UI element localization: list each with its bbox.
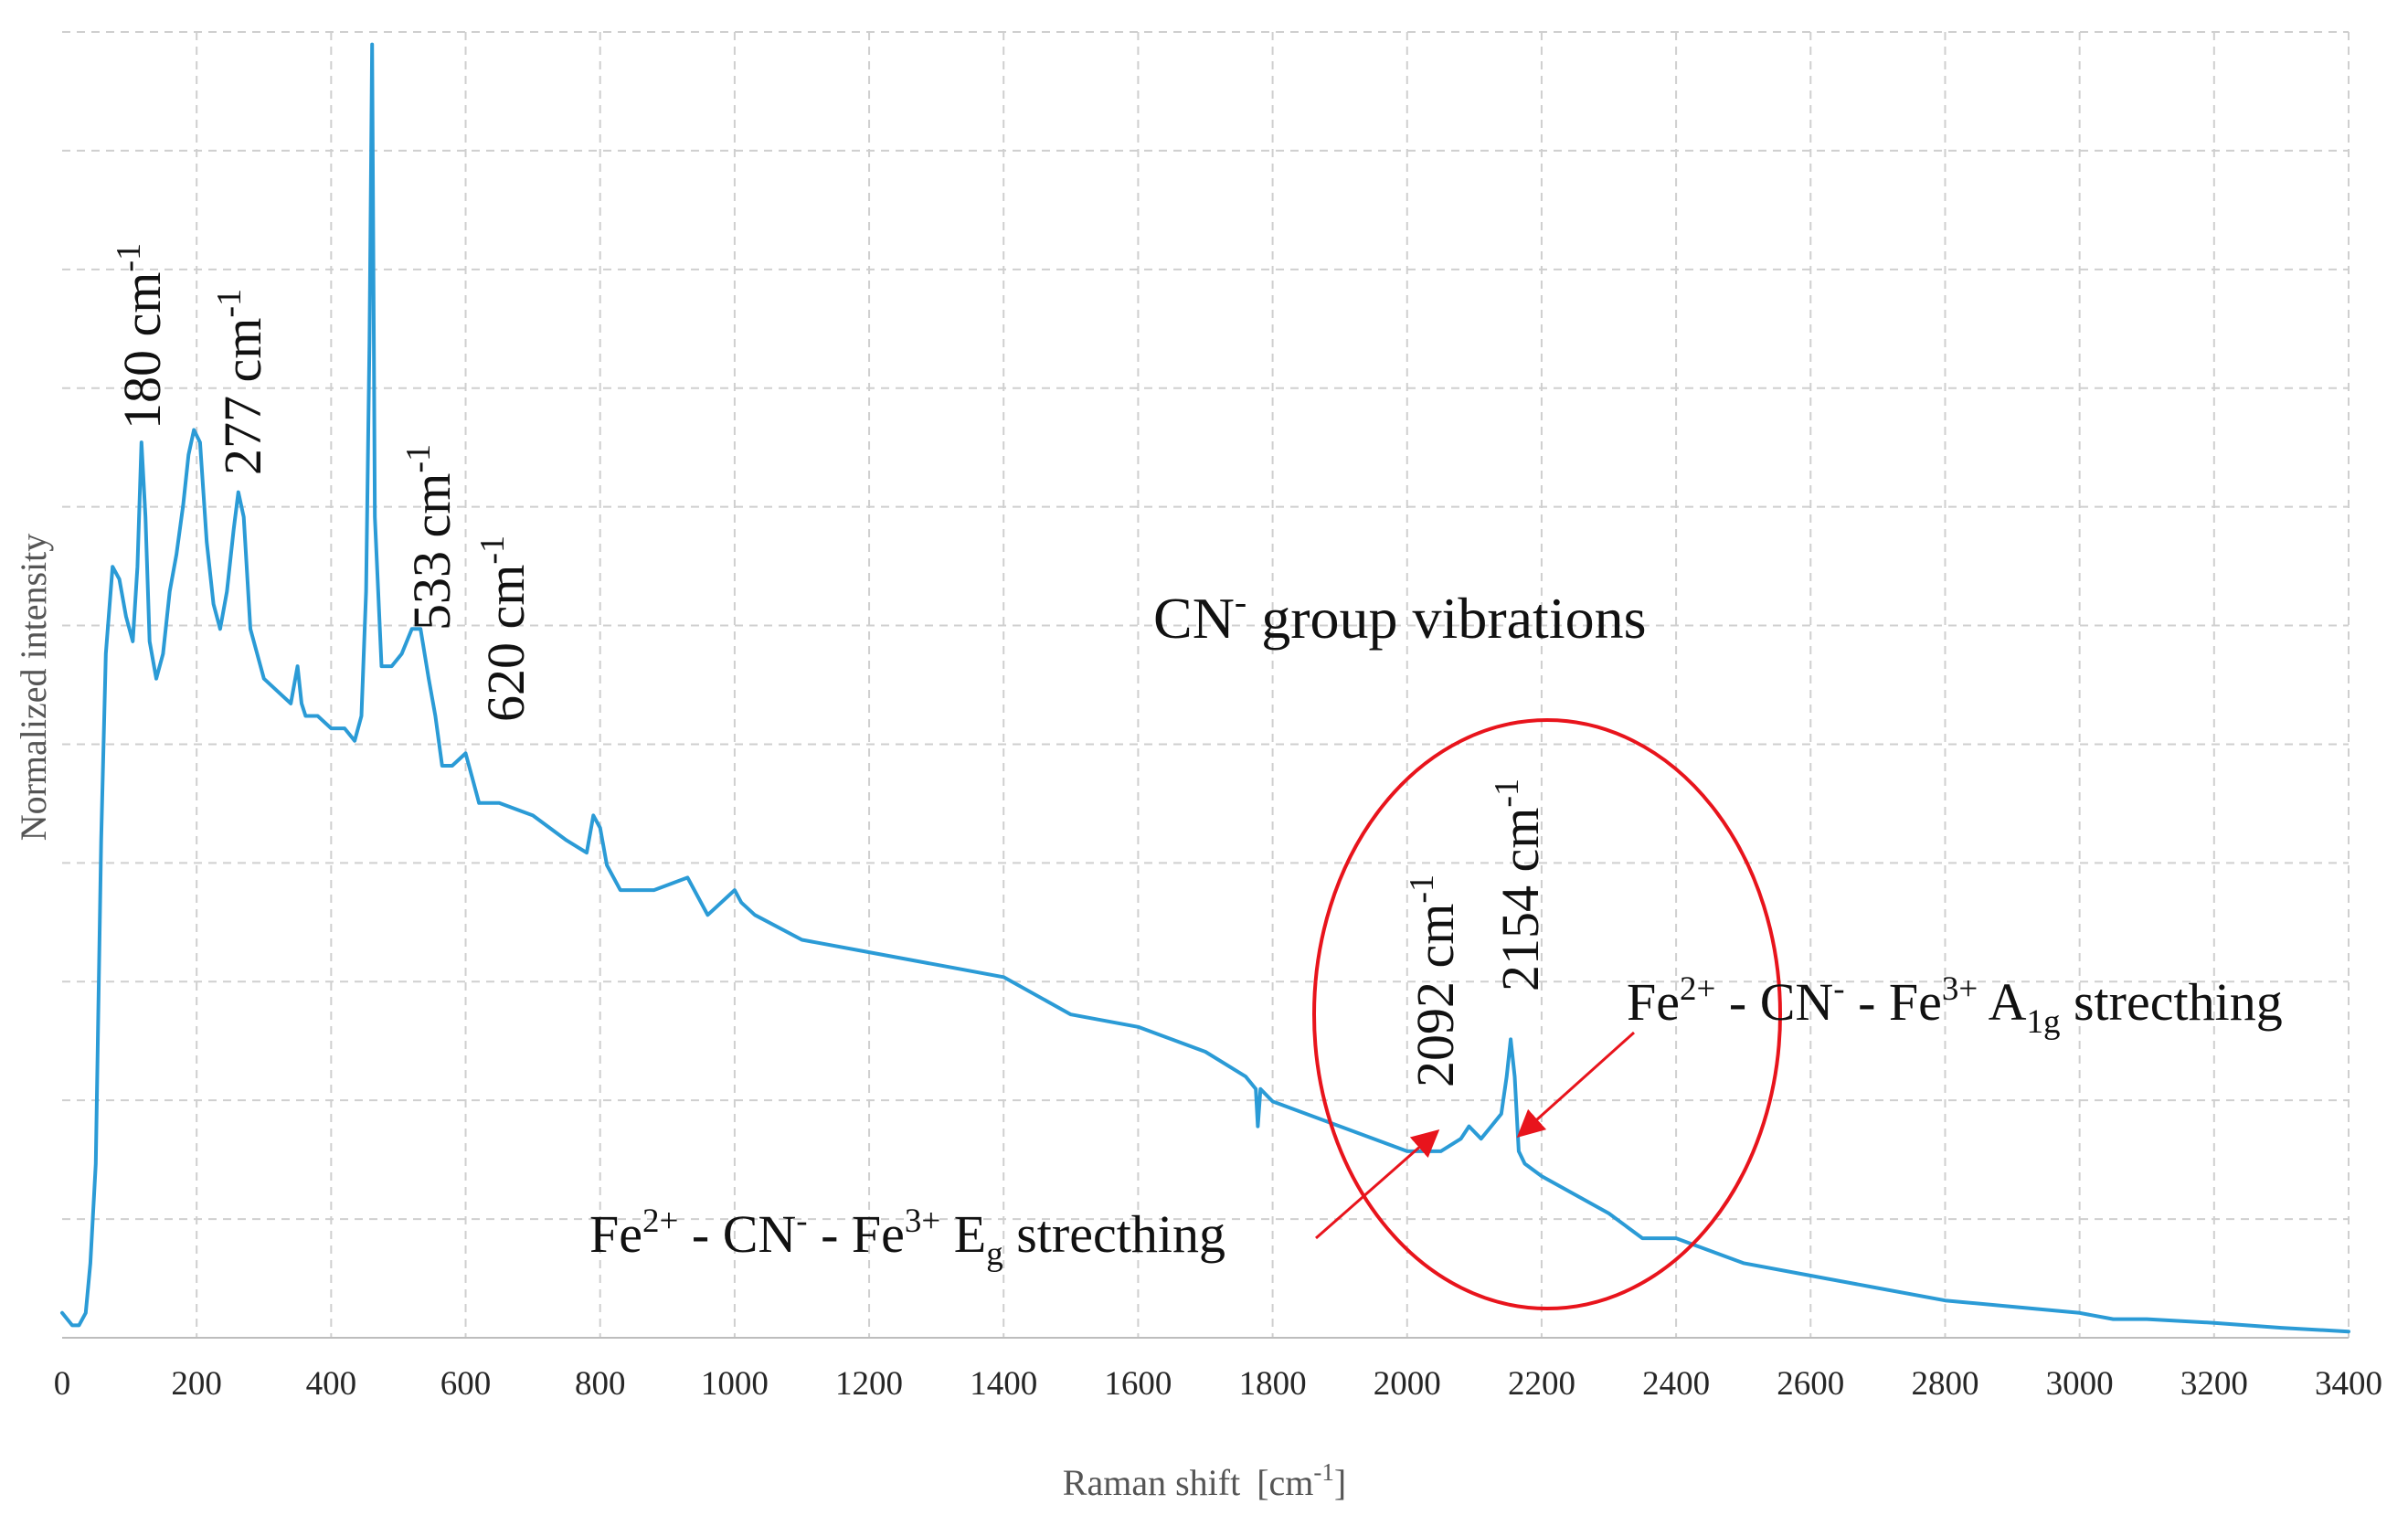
x-tick-label: 2000: [1374, 1365, 1441, 1403]
x-tick-label: 3200: [2180, 1365, 2248, 1403]
x-tick-label: 1400: [970, 1365, 1037, 1403]
grid: [62, 31, 2350, 1338]
eg-annotation: Fe2+ - CN- - Fe3+ Eg strecthing: [589, 1203, 1225, 1273]
eg-arrow: [1315, 1129, 1440, 1240]
x-tick-label: 2200: [1508, 1365, 1575, 1403]
x-tick-label: 600: [440, 1365, 492, 1403]
x-tick-label: 0: [54, 1365, 71, 1403]
x-tick-label: 1600: [1104, 1365, 1172, 1403]
x-tick-label: 2400: [1642, 1365, 1710, 1403]
x-axis-title: Raman shift [cm-1]: [1063, 1458, 1346, 1503]
a1g-annotation: Fe2+ - CN- - Fe3+ A1g strecthing: [1627, 970, 2283, 1041]
x-tick-label: 800: [575, 1365, 626, 1403]
x-tick-labels: 0 200 400 600 800 1000 1200 1400 1600 1800 2000 220…: [54, 1365, 2382, 1403]
x-tick-label: 1800: [1239, 1365, 1307, 1403]
x-tick-label: 400: [306, 1365, 357, 1403]
x-tick-label: 2800: [1911, 1365, 1978, 1403]
y-axis-title: Normalized intensity: [13, 534, 54, 842]
x-tick-label: 2600: [1777, 1365, 1844, 1403]
x-tick-label: 1000: [701, 1365, 769, 1403]
peak-label-277: 277 cm-1: [210, 289, 272, 475]
peak-label-533: 533 cm-1: [399, 444, 461, 631]
peak-label-620: 620 cm-1: [473, 535, 536, 722]
peak-label-2154: 2154 cm-1: [1488, 779, 1550, 991]
x-tick-label: 3400: [2315, 1365, 2382, 1403]
a1g-arrow: [1516, 1031, 1636, 1139]
peak-label-180: 180 cm-1: [110, 243, 172, 429]
x-tick-label: 1200: [835, 1365, 903, 1403]
x-tick-label: 3000: [2046, 1365, 2114, 1403]
x-tick-label: 200: [171, 1365, 222, 1403]
spectrum-line: [60, 42, 2350, 1334]
peak-label-2092: 2092 cm-1: [1403, 874, 1465, 1087]
cn-group-title: CN- group vibrations: [1153, 581, 1647, 651]
cn-region-ellipse: [1312, 718, 1782, 1310]
